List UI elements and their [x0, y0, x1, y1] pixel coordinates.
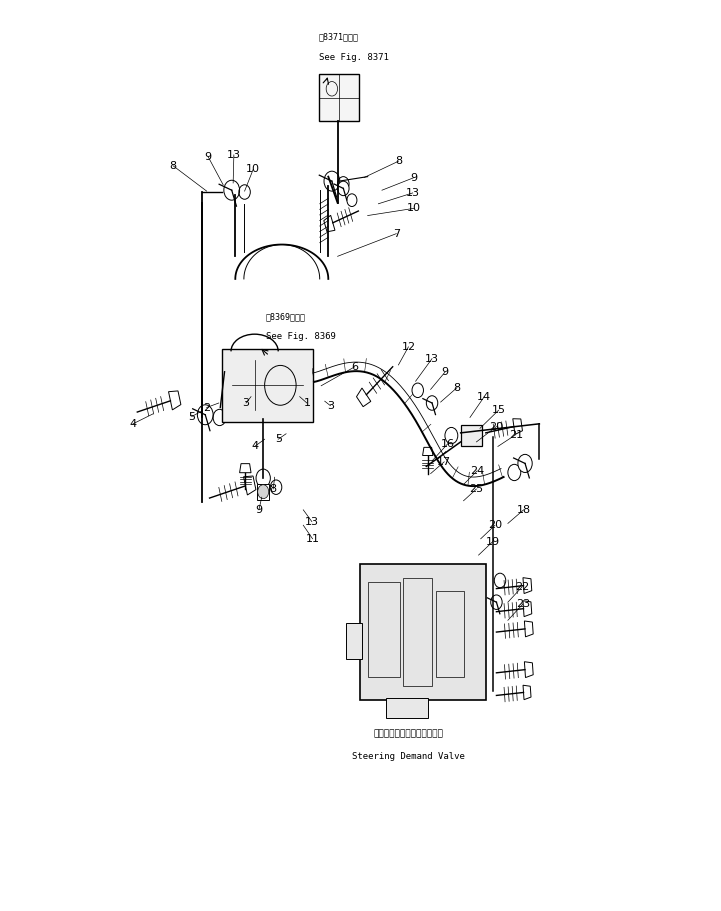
Text: 14: 14	[477, 392, 491, 402]
Polygon shape	[524, 661, 534, 678]
Bar	[346, 623, 362, 660]
Text: 9: 9	[410, 172, 417, 182]
Circle shape	[198, 404, 213, 425]
Text: 9: 9	[255, 505, 262, 515]
FancyBboxPatch shape	[319, 75, 359, 121]
Text: Steering Demand Valve: Steering Demand Valve	[352, 752, 464, 762]
Polygon shape	[169, 391, 181, 410]
Text: 21: 21	[509, 430, 523, 440]
Circle shape	[257, 485, 269, 498]
Polygon shape	[523, 600, 532, 617]
Text: 17: 17	[437, 456, 451, 466]
Text: 2: 2	[203, 403, 211, 413]
Circle shape	[337, 181, 349, 196]
Text: 23: 23	[516, 599, 530, 609]
Text: 20: 20	[488, 520, 502, 530]
Bar	[360, 564, 486, 700]
Text: 13: 13	[227, 150, 241, 160]
Text: 8: 8	[454, 383, 461, 393]
Text: 9: 9	[205, 152, 212, 162]
Polygon shape	[513, 419, 523, 435]
Text: 13: 13	[305, 517, 319, 527]
Circle shape	[426, 395, 438, 410]
Text: 10: 10	[407, 203, 421, 213]
Text: 3: 3	[327, 401, 334, 411]
Text: 3: 3	[242, 398, 249, 408]
Text: 10: 10	[246, 164, 260, 174]
Circle shape	[224, 180, 239, 200]
Bar	[368, 582, 400, 678]
Text: 8: 8	[270, 484, 277, 494]
Text: See Fig. 8371: See Fig. 8371	[319, 53, 389, 62]
Text: 15: 15	[492, 405, 505, 415]
Text: 24: 24	[470, 466, 485, 476]
Circle shape	[256, 469, 270, 487]
Text: 8: 8	[395, 156, 402, 166]
Text: 11: 11	[306, 534, 319, 544]
Text: 4: 4	[251, 442, 258, 452]
Polygon shape	[244, 476, 256, 495]
Text: 20: 20	[490, 422, 503, 432]
Bar	[404, 578, 432, 686]
Text: 5: 5	[188, 412, 195, 422]
Text: 5: 5	[275, 435, 282, 445]
Bar	[461, 425, 482, 446]
Polygon shape	[356, 388, 371, 406]
Text: 13: 13	[425, 353, 439, 363]
Polygon shape	[324, 215, 335, 231]
Circle shape	[518, 455, 532, 473]
Bar	[435, 591, 464, 678]
Text: 第8371図参照: 第8371図参照	[319, 33, 359, 42]
Text: 12: 12	[402, 342, 415, 352]
Text: 18: 18	[516, 505, 531, 515]
Text: 22: 22	[515, 582, 529, 592]
Polygon shape	[239, 464, 251, 473]
Polygon shape	[523, 578, 532, 594]
Text: 第8369図参照: 第8369図参照	[266, 312, 306, 322]
Text: 1: 1	[304, 398, 310, 408]
Bar	[257, 484, 270, 500]
Circle shape	[324, 171, 340, 191]
Text: 8: 8	[169, 160, 177, 170]
Polygon shape	[423, 447, 433, 456]
Text: 7: 7	[393, 229, 400, 239]
Text: 16: 16	[441, 439, 455, 449]
Text: 13: 13	[406, 188, 420, 198]
Text: 6: 6	[351, 362, 358, 372]
Text: 19: 19	[486, 537, 500, 547]
Text: See Fig. 8369: See Fig. 8369	[266, 333, 336, 342]
Text: 9: 9	[441, 367, 448, 377]
Text: ステアリングデマンドバルブ: ステアリングデマンドバルブ	[373, 729, 443, 738]
Circle shape	[491, 595, 502, 609]
Polygon shape	[524, 621, 534, 637]
Polygon shape	[523, 685, 531, 700]
FancyBboxPatch shape	[222, 349, 313, 422]
Text: 25: 25	[469, 484, 484, 494]
Text: 4: 4	[130, 419, 136, 429]
Bar	[386, 698, 428, 718]
